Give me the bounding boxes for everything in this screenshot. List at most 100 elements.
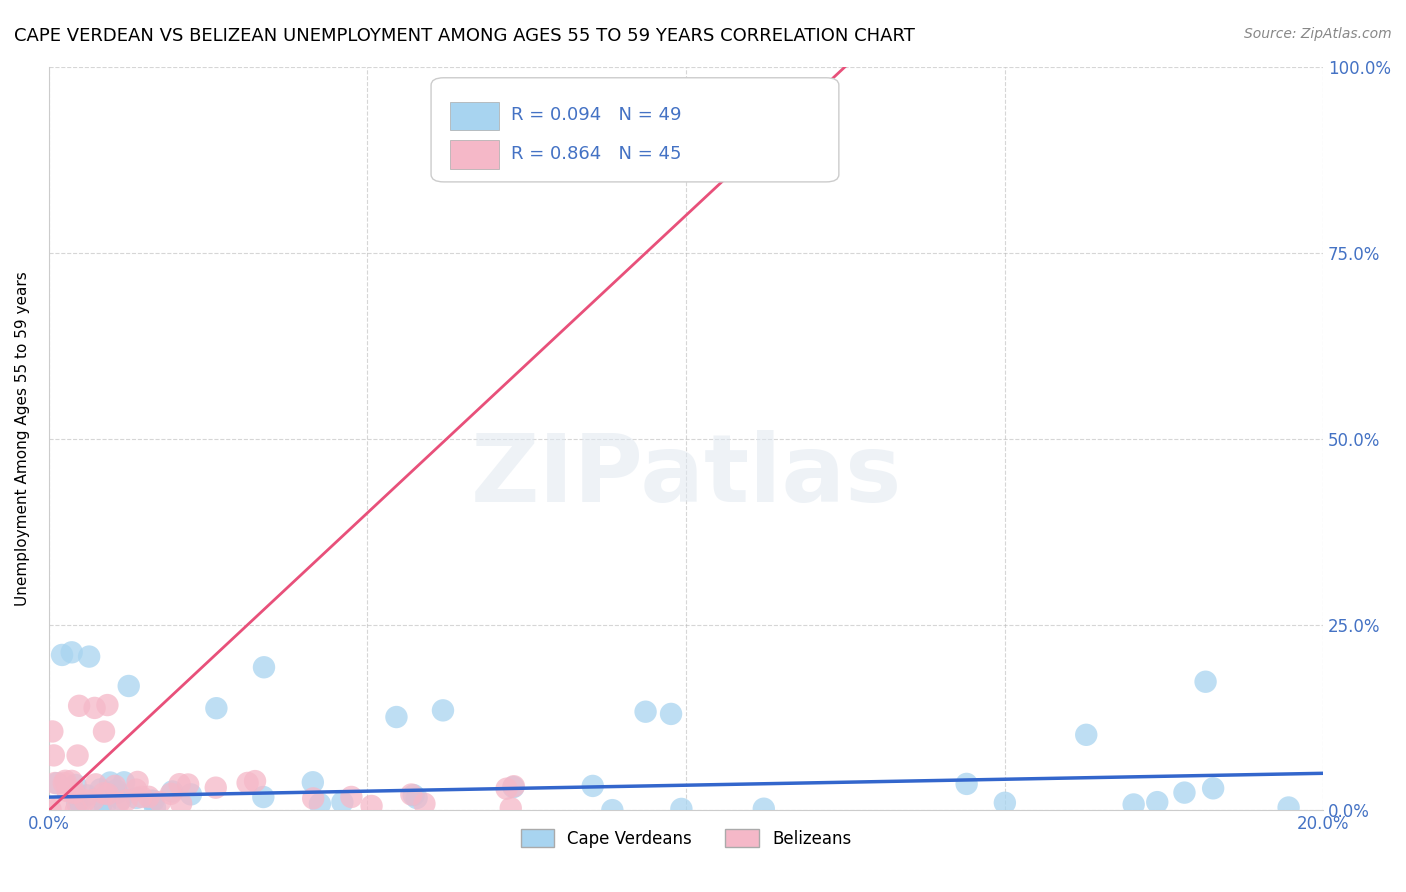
Point	[1146, 795, 1168, 809]
Point	[149, 795, 172, 809]
Point	[53, 773, 76, 788]
Point	[83, 701, 105, 715]
Point	[401, 788, 423, 802]
Point	[67, 698, 90, 713]
Point	[204, 780, 226, 795]
Bar	[450, 102, 499, 130]
Point	[105, 783, 128, 797]
Point	[405, 791, 427, 805]
Point	[752, 802, 775, 816]
Point	[413, 797, 436, 811]
Point	[502, 779, 524, 793]
Point	[52, 776, 75, 790]
Point	[125, 791, 148, 805]
Point	[385, 710, 408, 724]
Point	[60, 645, 83, 659]
Point	[332, 795, 354, 809]
Point	[1202, 781, 1225, 796]
Point	[180, 788, 202, 802]
Text: R = 0.864   N = 45: R = 0.864 N = 45	[512, 145, 682, 162]
Bar	[450, 140, 499, 169]
Point	[236, 776, 259, 790]
Point	[1194, 674, 1216, 689]
Point	[302, 791, 325, 805]
Point	[1076, 728, 1098, 742]
Point	[142, 794, 165, 808]
Point	[98, 775, 121, 789]
Y-axis label: Unemployment Among Ages 55 to 59 years: Unemployment Among Ages 55 to 59 years	[15, 271, 30, 606]
Point	[243, 774, 266, 789]
Point	[65, 803, 87, 817]
Point	[495, 781, 517, 796]
Point	[127, 775, 149, 789]
Point	[51, 648, 73, 662]
Point	[602, 803, 624, 817]
Point	[162, 784, 184, 798]
Point	[66, 748, 89, 763]
Point	[252, 790, 274, 805]
Point	[56, 784, 79, 798]
Point	[143, 800, 166, 814]
Point	[46, 776, 69, 790]
Point	[48, 800, 70, 814]
Point	[44, 776, 66, 790]
Point	[582, 779, 605, 793]
Point	[205, 701, 228, 715]
Point	[96, 698, 118, 712]
Point	[41, 724, 63, 739]
Point	[402, 788, 425, 802]
Point	[634, 705, 657, 719]
Point	[39, 803, 62, 817]
Point	[1122, 797, 1144, 812]
Point	[115, 793, 138, 807]
Point	[94, 799, 117, 814]
Point	[60, 773, 83, 788]
Point	[69, 796, 91, 810]
Point	[73, 793, 96, 807]
Point	[170, 797, 193, 811]
Point	[169, 777, 191, 791]
Point	[253, 660, 276, 674]
Point	[671, 802, 693, 816]
Point	[160, 787, 183, 801]
Point	[77, 649, 100, 664]
Text: CAPE VERDEAN VS BELIZEAN UNEMPLOYMENT AMONG AGES 55 TO 59 YEARS CORRELATION CHAR: CAPE VERDEAN VS BELIZEAN UNEMPLOYMENT AM…	[14, 27, 915, 45]
Point	[66, 796, 89, 810]
Point	[97, 787, 120, 801]
Point	[659, 706, 682, 721]
Point	[138, 789, 160, 804]
Point	[76, 789, 98, 803]
Point	[65, 785, 87, 799]
Point	[90, 799, 112, 814]
Point	[131, 789, 153, 804]
Point	[110, 792, 132, 806]
Point	[994, 796, 1017, 810]
Point	[432, 703, 454, 717]
Point	[105, 786, 128, 800]
Text: R = 0.094   N = 49: R = 0.094 N = 49	[512, 106, 682, 124]
Point	[112, 775, 135, 789]
Point	[360, 799, 382, 814]
Point	[93, 786, 115, 800]
Point	[118, 679, 141, 693]
Point	[177, 777, 200, 791]
Text: ZIPatlas: ZIPatlas	[470, 430, 901, 522]
Point	[301, 775, 323, 789]
Point	[502, 780, 524, 794]
Point	[1278, 800, 1301, 814]
Point	[1173, 786, 1195, 800]
Text: Source: ZipAtlas.com: Source: ZipAtlas.com	[1244, 27, 1392, 41]
Point	[104, 779, 127, 793]
FancyBboxPatch shape	[432, 78, 839, 182]
Point	[141, 794, 163, 808]
Point	[89, 782, 111, 797]
Point	[499, 801, 522, 815]
Point	[93, 724, 115, 739]
Point	[65, 778, 87, 792]
Point	[84, 777, 107, 791]
Point	[42, 748, 65, 763]
Point	[309, 797, 332, 811]
Point	[125, 782, 148, 797]
Legend: Cape Verdeans, Belizeans: Cape Verdeans, Belizeans	[515, 822, 858, 855]
Point	[82, 793, 104, 807]
